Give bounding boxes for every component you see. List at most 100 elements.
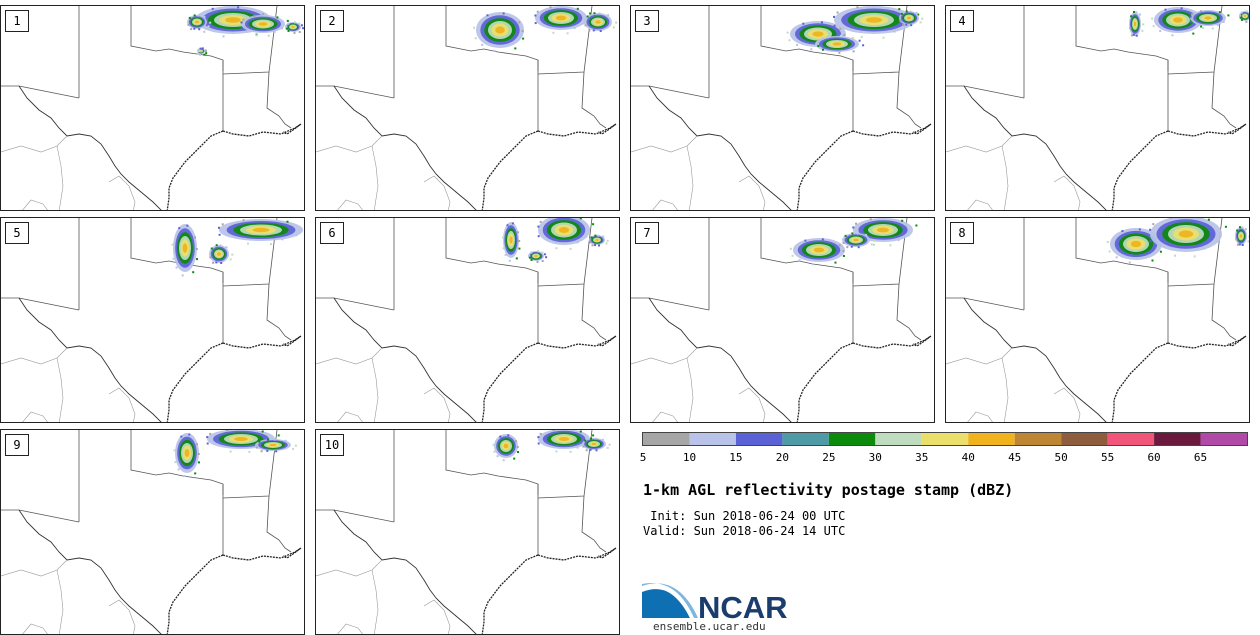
- map-plot: [316, 430, 617, 634]
- echo-cell: [225, 17, 241, 23]
- echo-cell: [558, 437, 570, 441]
- international-border: [963, 297, 1107, 422]
- echo-speckle: [590, 437, 593, 440]
- echo-speckle: [852, 226, 855, 229]
- map-panel-8: 8: [945, 217, 1250, 423]
- echo-speckle: [197, 14, 200, 17]
- echo-speckle: [576, 241, 579, 244]
- site-url: ensemble.ucar.edu: [653, 620, 766, 633]
- echo-cell: [595, 239, 599, 241]
- echo-speckle: [909, 10, 912, 13]
- echo-speckle: [870, 243, 873, 246]
- colorbar-tick-label: 40: [961, 451, 975, 464]
- mexico-state-lines: [1, 559, 136, 634]
- echo-speckle: [205, 52, 208, 55]
- map-panel-9: 9: [0, 429, 305, 635]
- echo-speckle: [219, 244, 222, 247]
- echo-speckle: [502, 247, 505, 250]
- echo-speckle: [242, 18, 245, 21]
- echo-speckle: [493, 49, 496, 52]
- echo-speckle: [579, 430, 582, 433]
- coastline: [481, 335, 617, 422]
- panel-number: 7: [635, 222, 659, 244]
- echo-speckle: [594, 244, 596, 247]
- echo-speckle: [211, 7, 214, 10]
- echo-speckle: [851, 232, 854, 235]
- colorbar-tick-label: 15: [729, 451, 743, 464]
- echo-speckle: [218, 233, 221, 236]
- reflectivity-echoes: [1129, 7, 1249, 37]
- echo-speckle: [889, 244, 892, 247]
- echo-speckle: [569, 247, 572, 250]
- echo-speckle: [1151, 259, 1154, 262]
- echo-speckle: [893, 30, 896, 33]
- state-boundaries: [631, 218, 922, 343]
- echo-speckle: [586, 15, 589, 18]
- echo-speckle: [181, 274, 184, 277]
- echo-speckle: [1133, 11, 1135, 13]
- echo-speckle: [209, 256, 212, 259]
- echo-speckle: [260, 450, 263, 453]
- echo-speckle: [516, 446, 519, 448]
- reflectivity-colorbar: [642, 432, 1248, 446]
- echo-speckle: [1207, 218, 1210, 221]
- echo-speckle: [537, 225, 540, 228]
- echo-speckle: [240, 21, 243, 24]
- echo-speckle: [188, 433, 191, 436]
- echo-speckle: [1121, 230, 1124, 233]
- figure-title: 1-km AGL reflectivity postage stamp (dBZ…: [643, 481, 1014, 499]
- panel-number: 10: [320, 434, 344, 456]
- echo-speckle: [530, 258, 533, 261]
- echo-cell: [1178, 230, 1194, 238]
- echo-speckle: [906, 25, 909, 28]
- echo-speckle: [515, 440, 518, 443]
- panel-number: 6: [320, 222, 344, 244]
- echo-cell: [595, 20, 601, 24]
- echo-speckle: [295, 234, 298, 237]
- reflectivity-echoes: [171, 219, 303, 277]
- echo-speckle: [1193, 255, 1196, 258]
- echo-speckle: [1245, 20, 1248, 23]
- echo-speckle: [606, 446, 609, 449]
- echo-speckle: [592, 29, 595, 32]
- echo-cell: [217, 252, 221, 256]
- mexico-state-lines: [1, 347, 136, 422]
- echo-speckle: [203, 53, 206, 56]
- echo-cell: [907, 16, 911, 20]
- echo-speckle: [811, 263, 814, 266]
- echo-speckle: [273, 30, 276, 33]
- echo-speckle: [502, 12, 505, 15]
- echo-speckle: [180, 435, 183, 438]
- echo-speckle: [284, 439, 287, 442]
- echo-speckle: [255, 446, 258, 449]
- echo-speckle: [579, 218, 582, 220]
- echo-cell: [853, 238, 859, 242]
- reflectivity-echoes: [502, 218, 609, 263]
- echo-speckle: [590, 236, 593, 239]
- echo-cell: [1133, 21, 1137, 27]
- echo-speckle: [486, 14, 489, 17]
- echo-speckle: [515, 257, 518, 260]
- echo-speckle: [856, 6, 859, 9]
- colorbar-segment: [921, 433, 969, 445]
- echo-speckle: [502, 236, 504, 239]
- international-border: [18, 85, 162, 210]
- echo-speckle: [222, 35, 225, 38]
- echo-speckle: [602, 235, 605, 238]
- echo-cell: [184, 449, 190, 457]
- echo-speckle: [206, 442, 209, 445]
- echo-cell: [877, 227, 889, 233]
- echo-speckle: [221, 223, 224, 226]
- echo-speckle: [473, 26, 476, 29]
- mexico-state-lines: [316, 347, 451, 422]
- echo-speckle: [207, 25, 210, 28]
- colorbar-segment: [1061, 433, 1108, 445]
- echo-cell: [1173, 17, 1183, 23]
- echo-speckle: [605, 242, 608, 245]
- echo-speckle: [833, 15, 835, 18]
- echo-speckle: [258, 440, 261, 443]
- echo-speckle: [1159, 250, 1162, 253]
- echo-cell: [534, 255, 538, 257]
- echo-speckle: [474, 37, 477, 40]
- echo-speckle: [552, 430, 555, 432]
